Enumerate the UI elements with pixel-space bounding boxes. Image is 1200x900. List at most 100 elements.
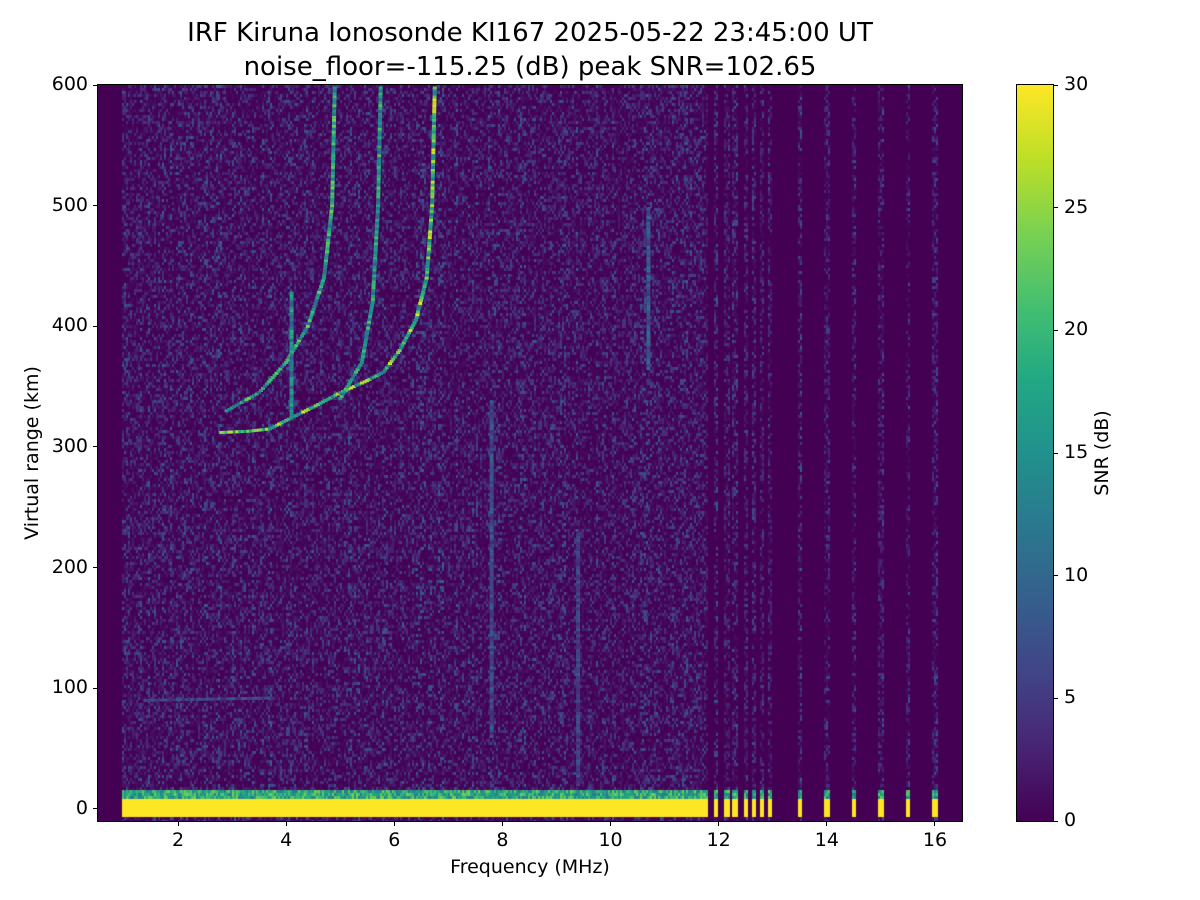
trace-cell	[432, 89, 437, 93]
trace-cell	[331, 142, 336, 146]
trace-cell	[421, 287, 426, 291]
trace-cell	[330, 189, 335, 193]
trace-cell	[324, 256, 329, 260]
trace-cell	[173, 698, 178, 702]
trace-cell	[322, 270, 327, 274]
trace-cell	[187, 698, 192, 702]
trace-cell	[430, 192, 435, 196]
trace-cell	[240, 697, 245, 701]
x-axis-label: Frequency (MHz)	[450, 856, 610, 878]
trace-cell	[489, 648, 494, 652]
trace-cell	[377, 133, 382, 137]
trace-cell	[489, 537, 494, 541]
trace-cell	[489, 433, 494, 437]
trace-cell	[576, 759, 581, 763]
trace-cell	[417, 304, 422, 308]
colorbar-tick-mark	[1053, 575, 1058, 577]
trace-cell	[489, 504, 494, 508]
trace-cell	[376, 180, 381, 184]
y-tick-mark	[93, 205, 98, 207]
trace-cell	[361, 352, 366, 356]
trace-cell	[576, 547, 581, 551]
trace-cell	[421, 290, 426, 294]
trace-cell	[190, 697, 195, 701]
trace-cell	[328, 215, 333, 219]
trace-cell	[223, 697, 228, 701]
trace-cell	[338, 391, 343, 395]
trace-cell	[254, 392, 259, 396]
trace-cell	[338, 397, 343, 401]
trace-cell	[376, 204, 381, 208]
trace-cell	[489, 630, 494, 634]
trace-cell	[332, 109, 337, 113]
x-tick-mark	[177, 821, 179, 826]
trace-cell	[489, 418, 494, 422]
trace-cell	[489, 412, 494, 416]
trace-cell	[348, 380, 353, 384]
trace-cell	[377, 157, 382, 161]
trace-cell	[270, 376, 275, 380]
trace-cell	[400, 343, 405, 347]
trace-cell	[362, 343, 367, 347]
trace-cell	[332, 112, 337, 116]
trace-cell	[576, 595, 581, 599]
trace-cell	[576, 559, 581, 563]
trace-cell	[372, 274, 377, 278]
trace-cell	[358, 363, 363, 367]
trace-cell	[425, 267, 430, 271]
trace-cell	[301, 410, 306, 414]
trace-cell	[289, 338, 294, 342]
trace-cell	[489, 439, 494, 443]
y-tick-label: 600	[51, 73, 88, 95]
trace-cell	[489, 576, 494, 580]
trace-cell	[146, 698, 151, 702]
trace-cell	[331, 157, 336, 161]
trace-cell	[368, 315, 373, 319]
trace-cell	[489, 468, 494, 472]
trace-cell	[576, 741, 581, 745]
trace-cell	[331, 154, 336, 158]
trace-cell	[489, 549, 494, 553]
trace-cell	[375, 207, 380, 211]
trace-cell	[226, 697, 231, 701]
trace-cell	[370, 297, 375, 301]
trace-cell	[332, 104, 337, 108]
trace-cell	[229, 406, 234, 410]
trace-cell	[576, 610, 581, 614]
trace-cell	[489, 720, 494, 724]
trace-cell	[489, 448, 494, 452]
colorbar-tick-label: 30	[1064, 73, 1089, 95]
trace-cell	[313, 302, 318, 306]
trace-cell	[489, 687, 494, 691]
trace-cell	[489, 445, 494, 449]
trace-cell	[576, 565, 581, 569]
y-tick-mark	[93, 808, 98, 810]
trace-cell	[401, 341, 406, 345]
trace-cell	[214, 697, 219, 701]
trace-cell	[367, 317, 372, 321]
trace-cell	[307, 319, 312, 323]
trace-cell	[646, 263, 651, 267]
trace-cell	[646, 337, 651, 341]
trace-cell	[489, 579, 494, 583]
trace-cell	[301, 332, 306, 336]
trace-cell	[371, 286, 376, 290]
trace-cell	[576, 765, 581, 769]
trace-cell	[239, 400, 244, 404]
trace-cell	[261, 696, 266, 700]
trace-cell	[331, 145, 336, 149]
trace-cell	[274, 371, 279, 375]
trace-cell	[576, 735, 581, 739]
trace-cell	[430, 174, 435, 178]
trace-cell	[576, 637, 581, 641]
trace-cell	[328, 218, 333, 222]
trace-cell	[376, 189, 381, 193]
trace-cell	[329, 207, 334, 211]
trace-cell	[489, 510, 494, 514]
trace-cell	[237, 402, 242, 406]
trace-cell	[376, 165, 381, 169]
trace-cell	[311, 405, 316, 409]
trace-cell	[646, 331, 651, 335]
colorbar-tick-label: 0	[1064, 809, 1077, 831]
trace-cell	[489, 618, 494, 622]
